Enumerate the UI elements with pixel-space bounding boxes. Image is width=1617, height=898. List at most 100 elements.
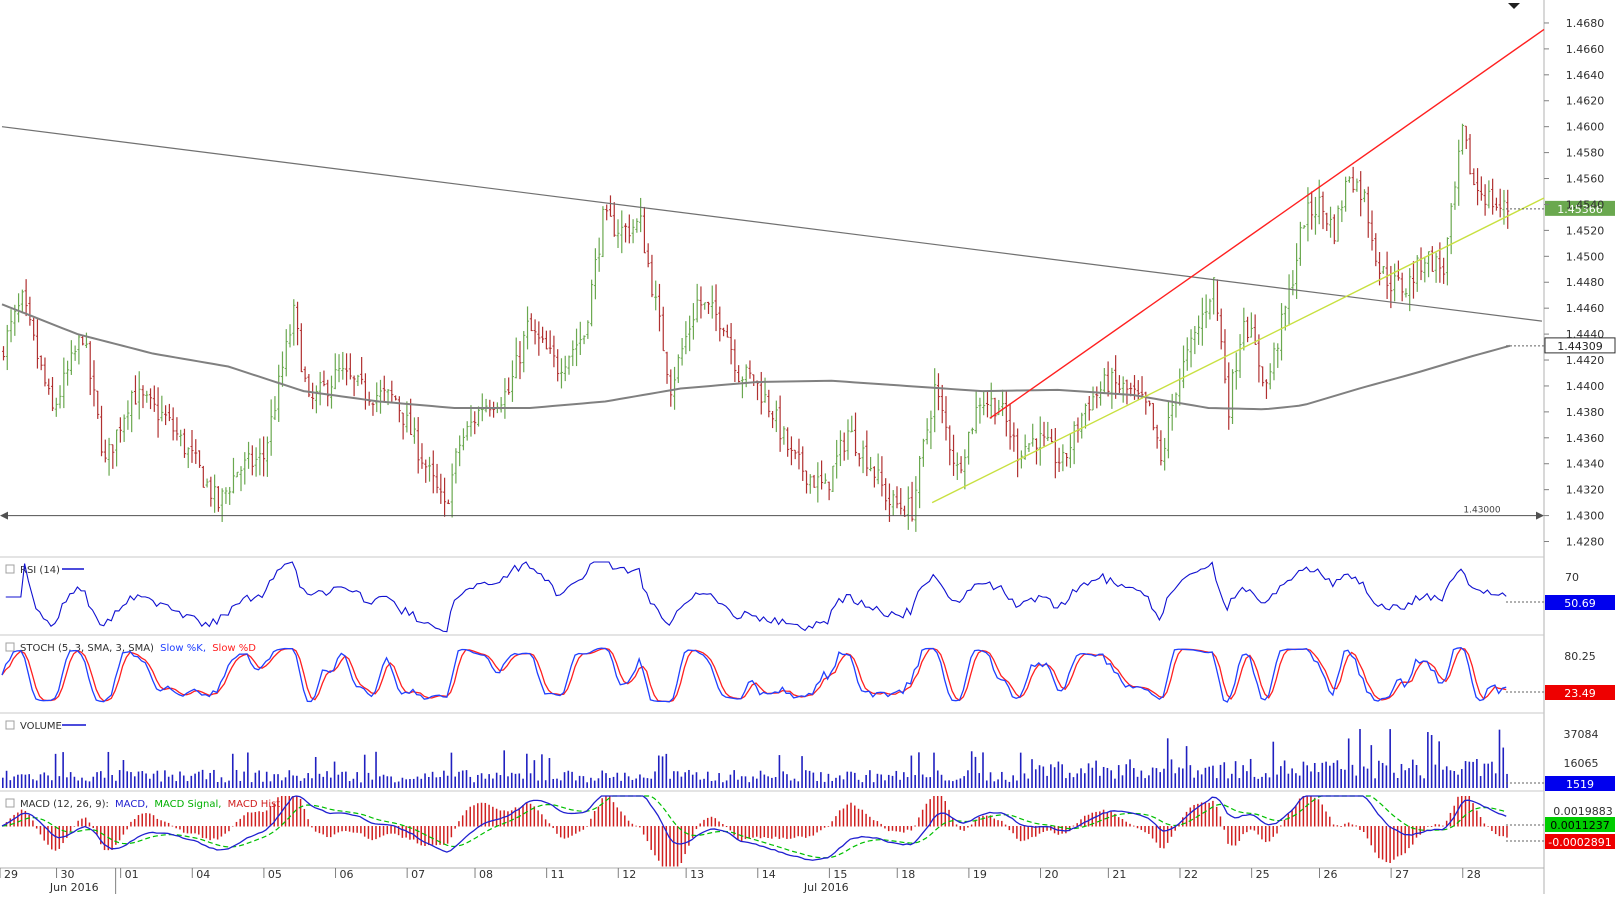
volume-bar (959, 778, 962, 788)
volume-bar (835, 777, 837, 788)
macd-close-icon[interactable] (5, 798, 15, 808)
volume-bar (1427, 732, 1429, 788)
macd-hist-bar (458, 821, 460, 827)
macd-hist-bar (1415, 826, 1418, 838)
volume-bar (1261, 776, 1263, 788)
macd-hist-bar (1223, 826, 1225, 830)
macd-hist-bar (1170, 826, 1173, 837)
macd-hist-bar (952, 818, 954, 827)
volume-bar (1253, 776, 1256, 788)
macd-hist-bar (28, 814, 30, 827)
price-tick-label: 1.4560 (1566, 173, 1605, 186)
macd-hist-bar (397, 826, 400, 836)
volume-bar (771, 777, 773, 788)
macd-hist-bar (537, 810, 539, 827)
macd-hist-bar (1072, 825, 1075, 827)
volume-bar (1038, 765, 1041, 788)
macd-hist-bar (296, 796, 298, 827)
macd-hist-bar (737, 826, 739, 840)
volume-bar (1389, 729, 1391, 788)
macd-hist-bar (469, 806, 471, 827)
volume-bar (152, 773, 155, 788)
macd-hist-bar (284, 796, 287, 827)
volume-bar (1404, 770, 1407, 788)
volume-bar (1411, 759, 1414, 788)
volume-bar (382, 774, 385, 788)
volume-bar (925, 777, 928, 788)
macd-hist-bar (73, 826, 76, 827)
macd-signal-line (1, 795, 1507, 859)
macd-hist-bar (959, 826, 962, 830)
price-tick-label: 1.4380 (1566, 406, 1605, 419)
macd-hist-bar (722, 824, 724, 827)
macd-hist-bar (1408, 826, 1410, 849)
volume-bar (1434, 764, 1437, 788)
volume-bar (1133, 768, 1135, 788)
scroll-down-icon[interactable] (1508, 3, 1520, 9)
volume-bar (899, 779, 901, 788)
volume-bar (880, 774, 883, 788)
macd-hist-bar (933, 796, 935, 827)
volume-bar (1340, 768, 1342, 788)
volume-bar (514, 773, 517, 788)
macd-hist-bar (337, 826, 340, 833)
volume-bar (963, 776, 965, 788)
macd-hist-bar (1351, 824, 1354, 827)
volume-close-icon[interactable] (5, 720, 15, 730)
volume-bar (130, 772, 132, 788)
volume-bar (1264, 773, 1267, 788)
volume-bar (296, 775, 298, 788)
volume-bar (597, 778, 600, 788)
macd-hist-bar (1306, 796, 1308, 827)
volume-bar (156, 770, 159, 788)
macd-hist-bar (213, 826, 215, 839)
price-tick-label: 1.4580 (1566, 147, 1605, 160)
macd-hist-bar (1498, 826, 1501, 837)
volume-bar (590, 777, 592, 788)
macd-hist-bar (970, 824, 973, 827)
macd-hist-bar (194, 826, 196, 834)
macd-hist-bar (1200, 802, 1203, 827)
macd-hist-bar (314, 826, 317, 832)
volume-bar (164, 770, 166, 788)
volume-bar (910, 755, 913, 788)
macd-hist-bar (1257, 826, 1259, 835)
stoch-close-icon[interactable] (5, 642, 15, 652)
macd-hist-bar (198, 826, 200, 835)
volume-bar (329, 777, 332, 788)
volume-bar (967, 770, 969, 788)
macd-hist-bar (767, 826, 769, 838)
macd-hist-bar (533, 806, 536, 827)
macd-hist-bar (997, 820, 999, 827)
macd-hist-bar (1242, 826, 1244, 835)
volume-bar (360, 782, 362, 788)
volume-bar (1359, 728, 1361, 788)
volume-bar (73, 776, 76, 788)
volume-bar (1321, 762, 1324, 788)
volume-bar (314, 756, 317, 788)
macd-hist-bar (1204, 802, 1207, 827)
macd-hist-bar (748, 826, 750, 838)
date-tick-label: 08 (479, 868, 493, 881)
macd-hist-bar (869, 816, 871, 827)
rsi-close-icon[interactable] (5, 564, 15, 574)
volume-bar (797, 781, 800, 788)
macd-hist-bar (827, 826, 830, 827)
volume-bar (740, 776, 743, 788)
volume-bar (356, 772, 358, 788)
date-axis: 29 30 01 04 05 06 07 08 11 12 13 14 15 18 19 20 21 22 25 26… (0, 868, 1481, 894)
volume-bar (1114, 778, 1116, 788)
macd-hist-bar (605, 796, 607, 827)
volume-bar (1298, 775, 1301, 788)
macd-hist-bar (352, 826, 355, 833)
volume-bar (978, 773, 981, 788)
volume-bar (198, 771, 200, 788)
volume-bar (182, 775, 185, 788)
price-tick-label: 1.4620 (1566, 95, 1605, 108)
macd-hist-bar (145, 813, 147, 827)
volume-bar (412, 778, 415, 788)
macd-hist-bar (1393, 826, 1395, 860)
macd-hist-bar (631, 823, 634, 827)
volume-bar (386, 776, 389, 788)
